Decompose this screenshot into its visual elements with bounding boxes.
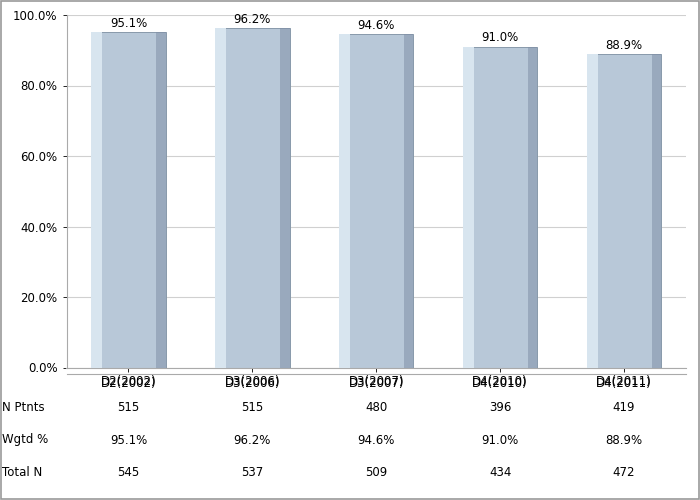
Text: 480: 480 bbox=[365, 401, 387, 414]
Bar bbox=[587, 54, 598, 368]
Bar bbox=[463, 46, 474, 368]
Bar bbox=[463, 46, 538, 368]
Text: Wgtd %: Wgtd % bbox=[2, 434, 48, 446]
Text: 515: 515 bbox=[118, 401, 139, 414]
Text: D2(2002): D2(2002) bbox=[101, 375, 156, 388]
Text: 509: 509 bbox=[365, 466, 387, 479]
Bar bbox=[215, 28, 226, 367]
Text: Total N: Total N bbox=[2, 466, 43, 479]
Bar bbox=[215, 28, 290, 367]
Bar bbox=[91, 32, 166, 367]
Text: 94.6%: 94.6% bbox=[358, 434, 395, 446]
Text: D4(2011): D4(2011) bbox=[596, 375, 652, 388]
Text: 434: 434 bbox=[489, 466, 511, 479]
Text: 537: 537 bbox=[241, 466, 263, 479]
Text: 96.2%: 96.2% bbox=[234, 13, 271, 26]
Bar bbox=[528, 46, 538, 368]
Text: N Ptnts: N Ptnts bbox=[2, 401, 45, 414]
Text: 545: 545 bbox=[118, 466, 139, 479]
Text: 94.6%: 94.6% bbox=[358, 18, 395, 32]
Text: 472: 472 bbox=[612, 466, 636, 479]
Text: 95.1%: 95.1% bbox=[110, 434, 147, 446]
Text: 396: 396 bbox=[489, 401, 511, 414]
Text: 515: 515 bbox=[241, 401, 263, 414]
Text: 88.9%: 88.9% bbox=[606, 434, 643, 446]
Bar bbox=[404, 34, 414, 368]
Bar bbox=[587, 54, 662, 368]
Bar bbox=[339, 34, 350, 368]
Text: D4(2010): D4(2010) bbox=[473, 375, 528, 388]
Text: 91.0%: 91.0% bbox=[482, 434, 519, 446]
Text: D3(2006): D3(2006) bbox=[225, 375, 280, 388]
Bar bbox=[652, 54, 662, 368]
Text: D3(2007): D3(2007) bbox=[349, 375, 404, 388]
Text: 95.1%: 95.1% bbox=[110, 17, 147, 30]
Bar bbox=[91, 32, 102, 367]
Text: 96.2%: 96.2% bbox=[234, 434, 271, 446]
Text: 419: 419 bbox=[612, 401, 636, 414]
Bar bbox=[280, 28, 290, 367]
Bar bbox=[156, 32, 166, 367]
Text: 88.9%: 88.9% bbox=[606, 38, 643, 52]
Text: 91.0%: 91.0% bbox=[482, 32, 519, 44]
Bar bbox=[339, 34, 414, 368]
